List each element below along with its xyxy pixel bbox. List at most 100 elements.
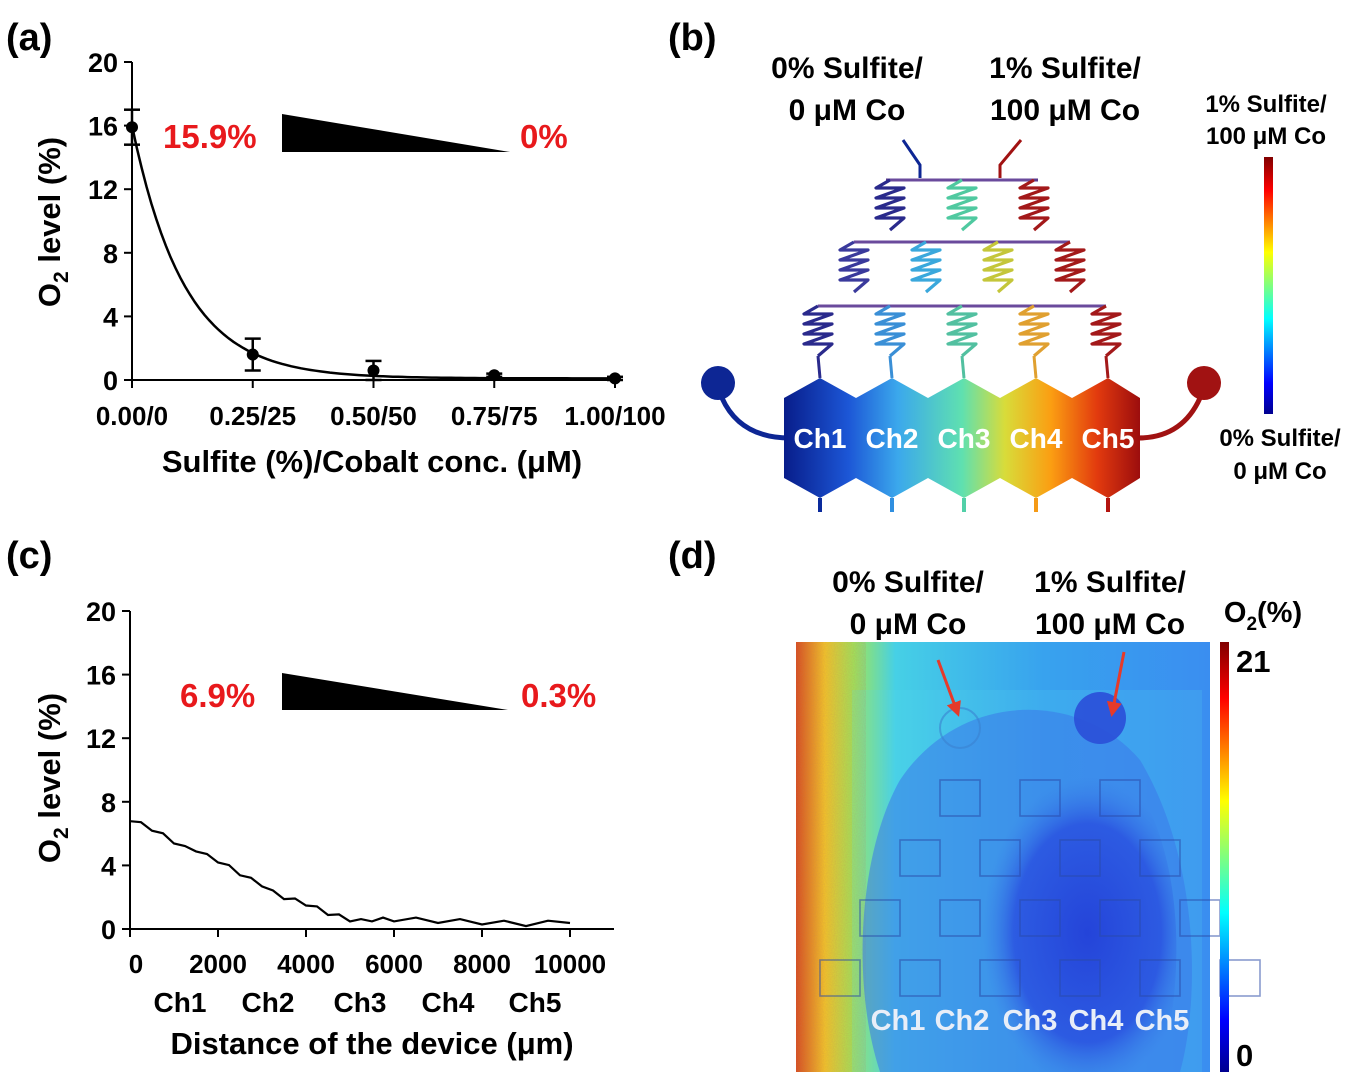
chart-c-channel-label: Ch3	[334, 987, 387, 1018]
diagram-b-serpentine	[982, 240, 1014, 294]
chart-c-ticks: 0 4 8 12 16 20 0 2000 4000 6000 8000 10000	[86, 597, 606, 979]
chart-c-channel-label: Ch4	[422, 987, 475, 1018]
chart-a-marker	[246, 348, 259, 361]
chart-c-ylabel: O2 level (%)	[32, 693, 73, 863]
chart-a-point	[486, 369, 503, 382]
diagram-b-channel-label: Ch5	[1082, 423, 1135, 454]
panel-label-b: (b)	[668, 17, 717, 59]
chart-a-xlabel: Sulfite (%)/Cobalt conc. (μM)	[162, 444, 582, 479]
chart-a-marker	[609, 372, 621, 385]
image-d-serpentine	[1139, 839, 1181, 877]
chart-a-point	[365, 359, 382, 382]
chart-a-gradient-right-label: 0%	[520, 118, 568, 155]
image-d-arrow-left	[936, 659, 961, 717]
image-d-inlet-right-line1: 1% Sulfite/	[1034, 566, 1186, 599]
image-d-colorbar-max: 21	[1236, 644, 1270, 679]
diagram-b-serpentine	[910, 240, 942, 294]
image-d-serpentine	[819, 959, 861, 997]
chart-a-marker	[126, 121, 138, 134]
chart-a-x-tick-label: 1.00/100	[564, 401, 665, 431]
image-d-inlet-left-line1: 0% Sulfite/	[832, 566, 984, 599]
diagram-b-serpentine	[802, 304, 834, 358]
chart-c-y-tick-label: 4	[101, 851, 116, 881]
diagram-b-channel-label: Ch2	[866, 423, 919, 454]
chart-c-y-tick-label: 8	[101, 788, 116, 818]
image-d-channel-label: Ch1	[871, 1005, 926, 1037]
image-d-channel-label: Ch2	[935, 1005, 990, 1037]
chart-a-fit-line	[130, 125, 615, 380]
image-d-serpentine	[1139, 959, 1181, 997]
image-d-serpentine	[979, 839, 1021, 877]
diagram-b-serpentine	[838, 240, 870, 294]
diagram-b-serpentine	[946, 304, 978, 358]
chart-c-series-line	[129, 820, 571, 928]
diagram-b-right-port-channel	[1137, 396, 1203, 441]
image-d-inlet-left-line2: 0 μM Co	[850, 608, 967, 641]
chart-a-x-tick-label: 0.25/25	[209, 401, 296, 431]
diagram-b-channel-network	[802, 178, 1122, 379]
diagram-b-channel-labels: Ch1 Ch2 Ch3 Ch4 Ch5	[794, 423, 1135, 454]
chart-a-point	[607, 372, 623, 385]
image-d-serpentine	[939, 779, 981, 817]
panel-label-c: (c)	[6, 535, 52, 577]
chart-a-y-tick-label: 16	[88, 112, 118, 142]
diagram-b-serpentine	[946, 178, 978, 232]
chart-c-x-tick-label: 8000	[453, 949, 511, 979]
diagram-b-serpentine	[1090, 304, 1122, 358]
chart-a-fit-curve	[130, 125, 615, 380]
diagram-b-chambers	[784, 378, 1140, 498]
image-d-colorbar-title: O2(%)	[1224, 597, 1302, 635]
chart-a-x-tick-label: 0.75/75	[451, 401, 538, 431]
diagram-b-inlet-right-line1: 1% Sulfite/	[989, 52, 1141, 85]
chart-a-point	[244, 337, 261, 372]
diagram-b-inlet-left-channel	[901, 139, 922, 178]
diagram-b-channel-label: Ch3	[938, 423, 991, 454]
image-d-arrow-right	[1106, 651, 1126, 717]
diagram-b-channel-label: Ch4	[1010, 423, 1063, 454]
chart-a-ylabel: O2 level (%)	[32, 137, 73, 307]
chart-a: 0 4 8 12 16 20 0.00/0 0.25/25 0.50/50 0.75/75 1.00…	[32, 48, 666, 479]
image-d-serpentine	[899, 839, 941, 877]
image-d-serpentine	[1099, 899, 1141, 937]
diagram-b-serpentine	[1018, 178, 1050, 232]
diagram-b-connector	[1032, 355, 1038, 379]
diagram-b-left-port	[701, 366, 735, 400]
chart-c-y-tick-label: 0	[101, 915, 116, 945]
diagram-b-serpentine	[874, 304, 906, 358]
panel-label-d: (d)	[668, 535, 717, 577]
chart-a-y-tick-label: 12	[88, 175, 118, 205]
image-d-serpentine	[1099, 779, 1141, 817]
image-d-serpentine	[899, 959, 941, 997]
image-d: 0% Sulfite/ 0 μM Co 1% Sulfite/ 100 μM C…	[796, 566, 1302, 1073]
diagram-b-connector	[816, 355, 822, 379]
image-d-serpentine	[1019, 779, 1061, 817]
chart-a-marker	[367, 364, 380, 377]
chart-c-gradient-wedge	[282, 673, 508, 710]
chart-c-y-tick-label: 12	[86, 724, 116, 754]
chart-a-y-tick-label: 20	[88, 48, 118, 78]
chart-a-marker	[488, 369, 501, 382]
chart-c-series	[129, 820, 571, 928]
image-d-serpentine	[1019, 899, 1061, 937]
diagram-b-colorbar	[1264, 157, 1273, 414]
chart-c-axes	[129, 611, 614, 930]
chart-c-x-tick-label: 10000	[534, 949, 606, 979]
chart-a-y-tick-label: 4	[103, 302, 118, 332]
image-d-oxygen-map	[796, 642, 1261, 1072]
image-d-serpentine	[859, 899, 901, 937]
diagram-b: 0% Sulfite/ 0 μM Co 1% Sulfite/ 100 μM C…	[701, 52, 1341, 512]
chart-c-x-tick-label: 2000	[189, 949, 247, 979]
diagram-b-inlet-right-line2: 100 μM Co	[990, 94, 1140, 127]
chart-a-gradient-left-label: 15.9%	[163, 118, 257, 155]
chart-c-gradient-left-label: 6.9%	[180, 677, 255, 714]
chart-c: 0 4 8 12 16 20 0 2000 4000 6000 8000 10000 6.9% 0.3…	[32, 597, 614, 1061]
chart-a-x-tick-label: 0.00/0	[96, 401, 168, 431]
image-d-serpentine	[939, 899, 981, 937]
chart-a-y-tick-label: 8	[103, 239, 118, 269]
chart-a-gradient-wedge	[282, 114, 510, 152]
image-d-serpentine	[1059, 959, 1101, 997]
chart-a-y-tick-label: 0	[103, 366, 118, 396]
chart-c-x-tick-label: 0	[129, 949, 143, 979]
chart-c-x-tick-label: 4000	[277, 949, 335, 979]
